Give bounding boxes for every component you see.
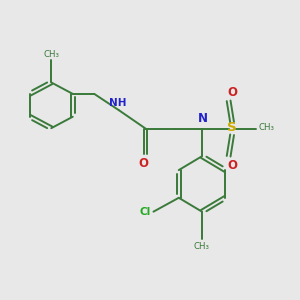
Text: O: O	[227, 86, 237, 99]
Text: N: N	[198, 112, 208, 125]
Text: NH: NH	[110, 98, 127, 108]
Text: CH₃: CH₃	[43, 50, 59, 59]
Text: O: O	[139, 157, 149, 169]
Text: CH₃: CH₃	[194, 242, 210, 251]
Text: Cl: Cl	[140, 207, 151, 217]
Text: O: O	[227, 159, 237, 172]
Text: CH₃: CH₃	[258, 123, 274, 132]
Text: S: S	[227, 121, 237, 134]
